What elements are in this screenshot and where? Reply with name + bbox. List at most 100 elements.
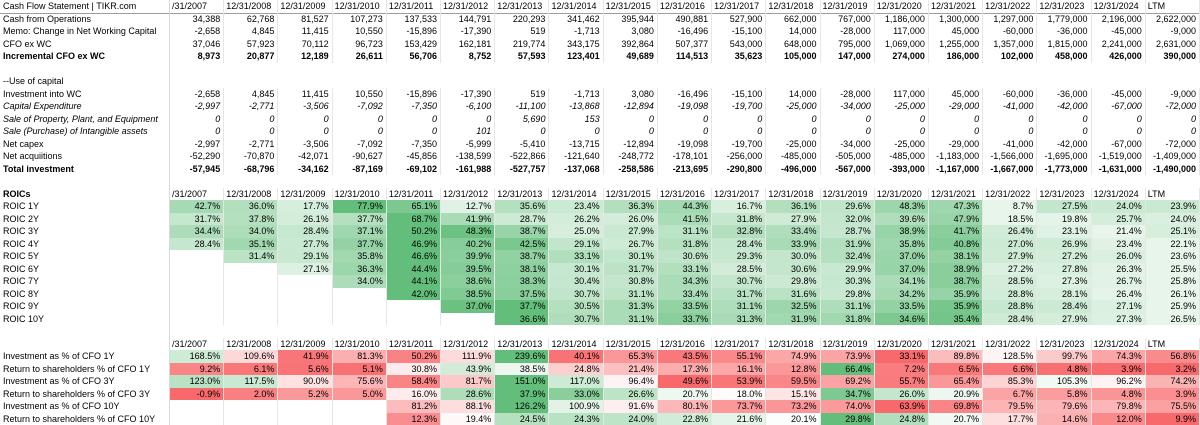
cell[interactable]: 0 [170,125,225,138]
cell[interactable]: 35.8% [874,237,929,250]
cell[interactable]: 38.1% [928,250,984,263]
cell[interactable]: 38.7% [495,225,550,238]
cell[interactable]: 40.2% [441,237,496,250]
cell[interactable]: 16.1% [712,362,767,375]
cell[interactable]: 28.4% [1037,300,1092,313]
cell[interactable]: 12/31/2014 [549,337,604,350]
cell[interactable]: 29.1% [278,250,333,263]
cell[interactable]: 0 [766,112,821,125]
cell[interactable]: -522,866 [495,150,550,163]
cell[interactable]: 0 [224,112,279,125]
cell[interactable]: -15,896 [387,25,442,38]
cell[interactable]: -42,000 [1037,100,1092,113]
cell[interactable]: 12,189 [278,50,333,63]
cell[interactable]: 31.3% [603,300,658,313]
cell[interactable]: -2,771 [224,100,279,113]
cell[interactable] [170,262,225,275]
cell[interactable]: 426,000 [1092,50,1146,63]
cell[interactable]: 662,000 [766,12,821,25]
cell[interactable]: 0 [387,125,442,138]
cell[interactable]: 10,550 [333,87,387,100]
cell[interactable]: 69.2% [820,375,875,388]
cell[interactable]: 81.3% [332,350,387,363]
cell[interactable]: 22.8% [657,412,713,425]
cell[interactable]: 45,000 [929,87,984,100]
cell[interactable]: 74.2% [1145,375,1200,388]
cell[interactable]: 30.3% [820,275,875,288]
cell[interactable]: /31/2007 [170,0,225,13]
cell[interactable]: -393,000 [875,162,929,175]
cell[interactable]: 37.1% [332,225,387,238]
cell[interactable]: -6,100 [441,100,496,113]
cell[interactable]: -68,796 [224,162,279,175]
cell[interactable]: 26,611 [333,50,387,63]
cell[interactable]: 12/31/2018 [766,187,821,200]
cell[interactable]: 27.9% [983,250,1038,263]
cell[interactable]: 81,527 [278,12,333,25]
cell[interactable]: 43.5% [657,350,713,363]
cell[interactable]: 30.7% [549,287,604,300]
cell[interactable]: 48.3% [441,225,496,238]
cell[interactable]: 31.1% [603,312,658,325]
cell[interactable]: 12/31/2021 [929,337,984,350]
row-label[interactable]: Return to shareholders % of CFO 3Y [0,387,170,400]
cell[interactable]: 62,768 [224,12,279,25]
cell[interactable]: -1,409,000 [1146,150,1200,163]
cell[interactable]: 0 [875,112,929,125]
cell[interactable]: 20.7% [657,387,713,400]
cell[interactable]: 12/31/2010 [333,187,387,200]
cell[interactable]: 12/31/2009 [278,337,333,350]
cell[interactable]: 27.3% [1091,312,1146,325]
cell[interactable]: 519 [495,87,550,100]
cell[interactable]: 24.3% [549,412,604,425]
cell[interactable]: 2,631,000 [1146,37,1200,50]
cell[interactable] [333,312,387,325]
cell[interactable]: 29.8% [820,287,875,300]
cell[interactable]: 30.5% [549,300,604,313]
cell[interactable]: 0 [278,112,333,125]
cell[interactable]: 3.9% [1091,362,1146,375]
cell[interactable]: -5,410 [495,137,550,150]
cell[interactable]: 3,080 [604,25,658,38]
cell[interactable]: 24.0% [1091,200,1146,213]
cell[interactable]: 0 [1146,125,1200,138]
cell[interactable]: 32.4% [820,250,875,263]
cell[interactable]: 31.1% [712,300,767,313]
cell[interactable]: 27.9% [603,225,658,238]
cell[interactable]: 79.5% [983,400,1038,413]
cell[interactable]: 47.3% [928,200,984,213]
cell[interactable]: 27.1% [278,262,333,275]
cell[interactable]: 27.1% [1091,300,1146,313]
cell[interactable]: 0 [278,125,333,138]
cell[interactable]: 46.6% [386,250,442,263]
cell[interactable]: 24.8% [549,362,604,375]
cell[interactable]: LTM [1146,187,1200,200]
cell[interactable]: 38.7% [495,250,550,263]
cell[interactable]: 90.0% [278,375,333,388]
cell[interactable]: 2,241,000 [1092,37,1146,50]
cell[interactable]: 12/31/2020 [875,0,929,13]
cell[interactable]: 26.4% [983,225,1038,238]
cell[interactable]: 31.4% [224,250,279,263]
cell[interactable]: -45,856 [387,150,442,163]
cell[interactable]: 99.7% [1037,350,1092,363]
cell[interactable]: -25,000 [875,137,929,150]
cell[interactable]: 33.9% [766,237,821,250]
cell[interactable]: 0 [1146,112,1200,125]
cell[interactable]: 73.2% [766,400,821,413]
cell[interactable]: 56.8% [1145,350,1200,363]
cell[interactable]: 77.9% [332,200,387,213]
cell[interactable]: 80.1% [657,400,713,413]
cell[interactable]: 8.7% [983,200,1038,213]
cell[interactable]: 23.9% [1145,200,1200,213]
cell[interactable]: 12/31/2011 [387,187,442,200]
cell[interactable]: -34,000 [821,137,875,150]
cell[interactable]: 0 [387,112,442,125]
cell[interactable]: 2,622,000 [1146,12,1200,25]
cell[interactable]: -137,068 [549,162,604,175]
cell[interactable]: 27.8% [1037,262,1092,275]
cell[interactable]: 36.6% [495,312,550,325]
cell[interactable]: 10,550 [333,25,387,38]
cell[interactable]: 126.2% [495,400,550,413]
cell[interactable]: 79.8% [1091,400,1146,413]
